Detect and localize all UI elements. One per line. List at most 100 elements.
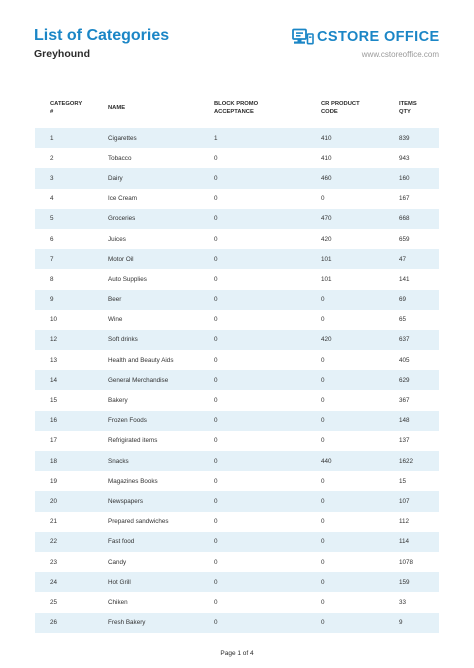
table-row: 18 Snacks 0 440 1622 [35,451,439,472]
cell-cr-product-code: 0 [321,437,325,445]
cell-block-promo-acceptance: 0 [214,235,218,243]
cell-category-number: 12 [35,329,108,351]
table-row: 7 Motor Oil 0 101 47 [35,249,439,270]
cell-cr-product-code: 470 [321,208,399,229]
cell-category-number: 20 [35,491,108,512]
cell-cr-product-code: 0 [321,531,399,552]
cell-category-number: 1 [35,128,108,149]
cell-items-qty: 659 [399,235,410,243]
cell-block-promo-acceptance: 0 [214,477,218,485]
cell-cr-product-code: 0 [321,558,325,566]
table-row: 3 Dairy 0 460 160 [35,168,439,189]
cell-cr-product-code: 0 [321,316,325,324]
logo-text: CSTORE OFFICE [317,28,440,45]
cell-category-number: 14 [35,370,108,391]
table-row: 26 Fresh Bakery 0 0 9 [35,612,439,633]
cell-category-number: 9 [35,289,108,310]
cell-category-number: 15 [50,397,58,405]
column-header-line: CODE [321,109,338,115]
cell-name: Refrigirated items [108,437,158,445]
cell-category-number: 23 [50,558,58,566]
cell-items-qty: 141 [399,275,410,283]
cell-items-qty: 107 [399,491,439,512]
cell-block-promo-acceptance: 0 [214,531,321,552]
cell-category-number: 13 [50,356,58,364]
cell-block-promo-acceptance: 0 [214,518,218,526]
cell-name: Frozen Foods [108,410,214,431]
cell-block-promo-acceptance: 0 [214,598,218,606]
cell-category-number: 6 [50,235,54,243]
cell-block-promo-acceptance: 0 [214,249,321,270]
cell-category-number: 26 [35,612,108,633]
cell-cr-product-code: 0 [321,518,325,526]
cell-name: Groceries [108,208,214,229]
cell-cr-product-code: 420 [321,235,332,243]
cell-category-number: 25 [50,598,58,606]
cell-block-promo-acceptance: 0 [214,208,321,229]
column-header-line: BLOCK PROMO [214,101,259,107]
cell-block-promo-acceptance: 0 [214,572,321,593]
cell-items-qty: 15 [399,477,407,485]
column-header-line: NAME [108,105,126,111]
cell-name: General Merchandise [108,370,214,391]
cell-cr-product-code: 460 [321,168,399,189]
company-logo: CSTORE OFFICE [292,28,440,45]
cell-items-qty: 839 [399,128,439,149]
cell-category-number: 10 [50,316,58,324]
cell-items-qty: 65 [399,316,407,324]
cell-block-promo-acceptance: 0 [214,275,218,283]
cell-block-promo-acceptance: 0 [214,491,321,512]
cell-name: Cigarettes [108,128,214,149]
cell-cr-product-code: 410 [321,128,399,149]
cell-category-number: 22 [35,531,108,552]
cell-block-promo-acceptance: 0 [214,612,321,633]
cell-block-promo-acceptance: 0 [214,437,218,445]
cell-name: Wine [108,316,123,324]
cell-items-qty: 167 [399,195,410,203]
cell-name: Chiken [108,598,128,606]
table-row: 20 Newspapers 0 0 107 [35,491,439,512]
cell-items-qty: 114 [399,531,439,552]
table-row: 23 Candy 0 0 1078 [35,552,439,572]
cell-cr-product-code: 440 [321,451,399,472]
table-row: 12 Soft drinks 0 420 637 [35,329,439,351]
cell-items-qty: 148 [399,410,439,431]
table-row: 16 Frozen Foods 0 0 148 [35,410,439,431]
cell-cr-product-code: 101 [321,249,399,270]
register-monitor-icon [292,28,314,45]
cell-block-promo-acceptance: 0 [214,289,321,310]
cell-items-qty: 1622 [399,451,439,472]
cell-category-number: 8 [50,275,54,283]
cell-category-number: 5 [35,208,108,229]
cell-cr-product-code: 0 [321,195,325,203]
table-row: 1 Cigarettes 1 410 839 [35,128,439,149]
cell-cr-product-code: 0 [321,370,399,391]
cell-name: Hot Grill [108,572,214,593]
table-row: 24 Hot Grill 0 0 159 [35,572,439,593]
cell-name: Soft drinks [108,329,214,351]
table-row: 2 Tobacco 0 410 943 [35,148,439,168]
table-row: 13 Health and Beauty Aids 0 0 405 [35,350,439,370]
cell-items-qty: 137 [399,437,410,445]
cell-items-qty: 367 [399,397,410,405]
column-header-items-qty: ITEMS QTY [399,88,439,128]
cell-category-number: 2 [50,154,54,162]
cell-name: Fresh Bakery [108,612,214,633]
cell-items-qty: 69 [399,289,439,310]
cell-cr-product-code: 0 [321,397,325,405]
table-row: 14 General Merchandise 0 0 629 [35,370,439,391]
cell-name: Tobacco [108,154,132,162]
cell-block-promo-acceptance: 0 [214,370,321,391]
cell-name: Candy [108,558,127,566]
cell-cr-product-code: 420 [321,329,399,351]
cell-name: Dairy [108,168,214,189]
cell-cr-product-code: 410 [321,154,332,162]
cell-name: Auto Supplies [108,275,147,283]
cell-block-promo-acceptance: 0 [214,397,218,405]
table-row: 21 Prepared sandwiches 0 0 112 [35,512,439,532]
column-header-line: QTY [399,109,411,115]
cell-name: Motor Oil [108,249,214,270]
cell-items-qty: 9 [399,612,439,633]
cell-block-promo-acceptance: 0 [214,329,321,351]
cell-cr-product-code: 0 [321,598,325,606]
